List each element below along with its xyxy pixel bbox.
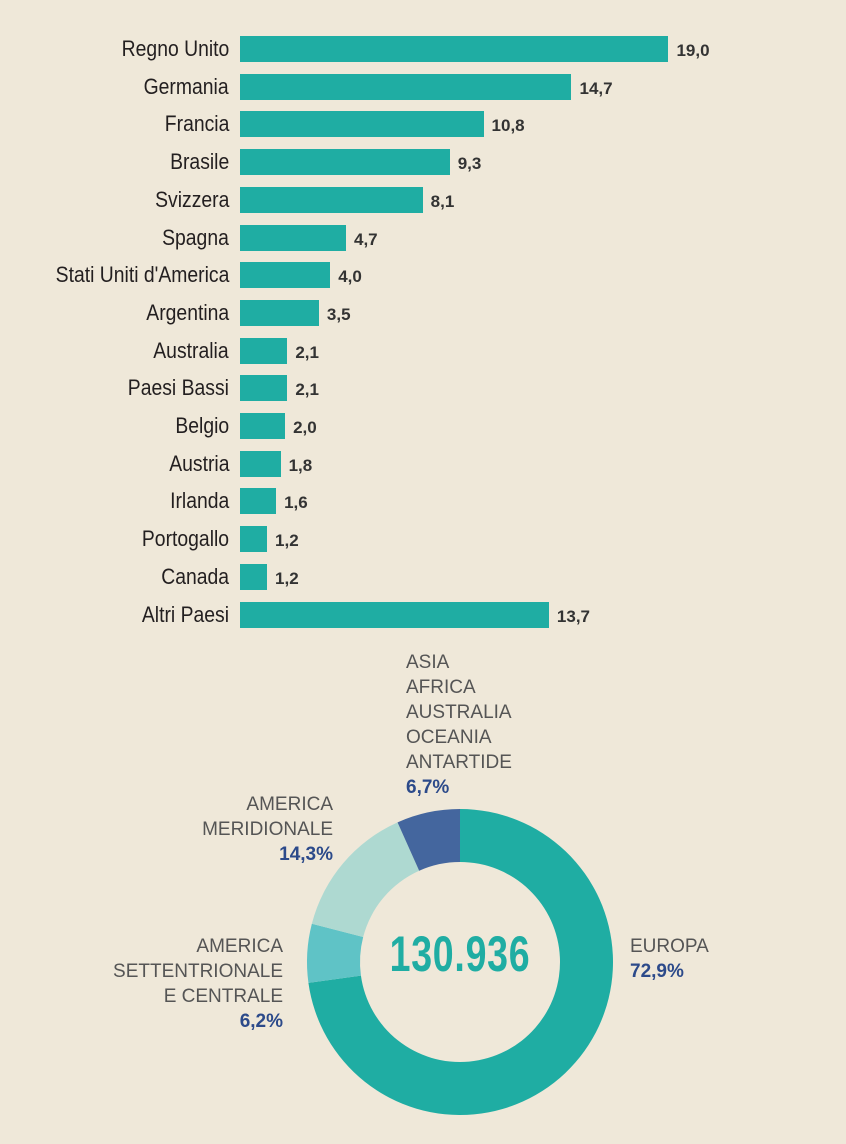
value-label: 9,3 bbox=[457, 154, 482, 174]
bar bbox=[240, 186, 423, 213]
category-label: Francia bbox=[164, 111, 229, 137]
category-label: Belgio bbox=[175, 413, 229, 438]
donut-slice bbox=[306, 923, 364, 983]
slice-percent: 72,9% bbox=[630, 961, 684, 982]
slice-label-line: EUROPA bbox=[630, 936, 709, 957]
slice-percent: 6,2% bbox=[239, 1011, 283, 1032]
bar bbox=[240, 375, 288, 402]
bar bbox=[240, 563, 268, 590]
donut-center-total: 130.936 bbox=[389, 926, 531, 982]
value-label: 10,8 bbox=[491, 116, 525, 136]
slice-percent: 6,7% bbox=[406, 777, 450, 798]
value-label: 19,0 bbox=[676, 41, 710, 60]
slice-label: AMERICA SETTENTRIONALE E CENTRALE 6,2% bbox=[113, 934, 283, 1034]
value-label: 2,1 bbox=[295, 342, 319, 362]
category-label: Irlanda bbox=[169, 488, 229, 514]
category-label: Australia bbox=[153, 337, 229, 363]
slice-label-line: AFRICA bbox=[406, 677, 476, 698]
bar bbox=[240, 36, 669, 62]
value-label: 1,2 bbox=[275, 568, 299, 588]
bar bbox=[240, 413, 286, 439]
value-label: 1,2 bbox=[275, 531, 299, 551]
value-label: 2,1 bbox=[295, 380, 319, 400]
category-label: Svizzera bbox=[154, 186, 229, 212]
category-label: Paesi Bassi bbox=[127, 375, 229, 401]
bar bbox=[240, 450, 281, 477]
slice-label-line: E CENTRALE bbox=[163, 986, 283, 1007]
category-label: Brasile bbox=[169, 149, 229, 175]
donut-slice bbox=[311, 822, 420, 938]
category-label: Germania bbox=[143, 73, 229, 99]
slice-label: AMERICA MERIDIONALE 14,3% bbox=[202, 792, 333, 867]
category-label: Stati Uniti d'America bbox=[55, 262, 229, 288]
slice-label: EUROPA 72,9% bbox=[630, 934, 709, 984]
slice-label: ASIA AFRICA AUSTRALIA OCEANIA ANTARTIDE 6,7% bbox=[406, 650, 512, 800]
bar bbox=[240, 601, 549, 628]
value-label: 2,0 bbox=[293, 418, 317, 437]
bar bbox=[240, 488, 277, 515]
slice-label-line: ANTARTIDE bbox=[406, 752, 512, 773]
value-label: 3,5 bbox=[326, 304, 351, 324]
bar bbox=[240, 111, 484, 138]
category-label: Austria bbox=[168, 450, 229, 476]
bar bbox=[240, 262, 331, 289]
value-label: 8,1 bbox=[430, 191, 455, 211]
category-label: Regno Unito bbox=[121, 36, 229, 61]
value-label: 4,0 bbox=[338, 267, 362, 287]
bar bbox=[240, 299, 319, 326]
slice-label-line: ASIA bbox=[406, 652, 450, 673]
slice-label-line: OCEANIA bbox=[406, 727, 492, 748]
category-label: Argentina bbox=[146, 299, 229, 325]
bar bbox=[240, 526, 268, 553]
donut-slice bbox=[397, 809, 460, 871]
slice-label-line: AUSTRALIA bbox=[406, 702, 512, 723]
bar bbox=[240, 224, 346, 251]
bar bbox=[240, 337, 288, 364]
slice-percent: 14,3% bbox=[279, 844, 333, 865]
bar-chart: Regno Unito 19,0 Germania 14,7 Francia 10,8 Br… bbox=[55, 36, 710, 628]
slice-label-line: SETTENTRIONALE bbox=[113, 961, 283, 982]
slice-label-line: AMERICA bbox=[246, 794, 333, 815]
category-label: Spagna bbox=[162, 224, 229, 250]
bar bbox=[240, 149, 450, 176]
value-label: 1,8 bbox=[288, 455, 313, 475]
value-label: 1,6 bbox=[284, 493, 308, 513]
category-label: Portogallo bbox=[141, 526, 229, 552]
category-label: Canada bbox=[161, 563, 229, 589]
value-label: 13,7 bbox=[556, 606, 591, 626]
slice-label-line: MERIDIONALE bbox=[202, 819, 333, 840]
value-label: 14,7 bbox=[579, 78, 613, 98]
value-label: 4,7 bbox=[353, 229, 378, 249]
category-label: Altri Paesi bbox=[141, 601, 229, 627]
slice-label-line: AMERICA bbox=[196, 936, 283, 957]
donut-slice bbox=[308, 809, 613, 1116]
bar bbox=[240, 73, 572, 100]
